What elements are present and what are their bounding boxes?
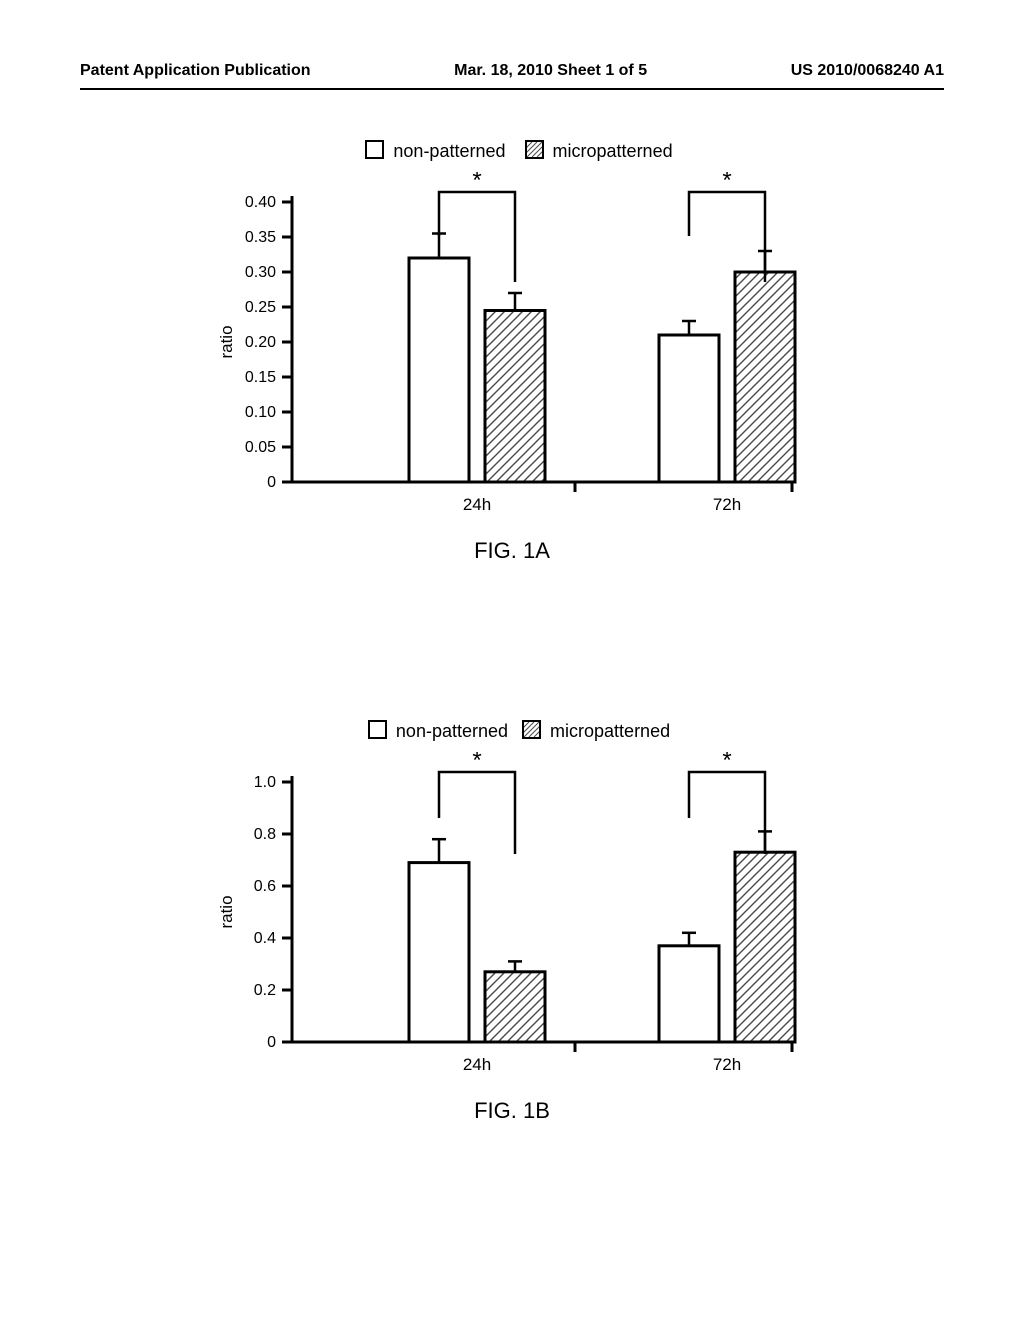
- svg-text:0.30: 0.30: [245, 264, 276, 281]
- svg-text:24h: 24h: [463, 495, 491, 514]
- svg-text:0.4: 0.4: [254, 930, 276, 947]
- svg-text:0.40: 0.40: [245, 194, 276, 211]
- svg-text:24h: 24h: [463, 1055, 491, 1074]
- legend-swatch-plain: [368, 720, 387, 739]
- svg-text:0.6: 0.6: [254, 878, 276, 895]
- bar: [409, 258, 469, 482]
- svg-text:0.20: 0.20: [245, 334, 276, 351]
- chart-svg: 0 0.05 0.10 0.15 0.20 0.25 0.30 0.35 0.40 ratio 24…: [212, 172, 812, 532]
- bar: [735, 272, 795, 482]
- svg-text:*: *: [472, 172, 481, 194]
- svg-text:0.10: 0.10: [245, 404, 276, 421]
- legend-swatch-hatched: [522, 720, 541, 739]
- svg-text:1.0: 1.0: [254, 774, 276, 791]
- svg-text:0.05: 0.05: [245, 439, 276, 456]
- svg-text:*: *: [722, 172, 731, 194]
- chart-a: 0 0.05 0.10 0.15 0.20 0.25 0.30 0.35 0.40 ratio 24…: [212, 172, 812, 532]
- legend-a: non-patterned micropatterned: [0, 140, 1024, 162]
- page: Patent Application Publication Mar. 18, …: [0, 0, 1024, 1320]
- svg-text:0: 0: [267, 474, 276, 491]
- svg-text:*: *: [722, 752, 731, 774]
- bar: [735, 852, 795, 1042]
- svg-text:0.15: 0.15: [245, 369, 276, 386]
- bar: [659, 335, 719, 482]
- chart-svg: 0 0.2 0.4 0.6 0.8 1.0 ratio 24h * 72h *: [212, 752, 812, 1092]
- svg-text:0.8: 0.8: [254, 826, 276, 843]
- legend-b: non-patterned micropatterned: [0, 720, 1024, 742]
- figure-caption-b: FIG. 1B: [0, 1098, 1024, 1124]
- bar: [409, 863, 469, 1042]
- bar: [485, 311, 545, 483]
- figure-caption-a: FIG. 1A: [0, 538, 1024, 564]
- header-rule: [80, 88, 944, 90]
- bar: [485, 972, 545, 1042]
- svg-text:*: *: [472, 752, 481, 774]
- svg-text:ratio: ratio: [217, 895, 236, 928]
- header-center: Mar. 18, 2010 Sheet 1 of 5: [454, 62, 647, 80]
- header-right: US 2010/0068240 A1: [791, 62, 944, 80]
- chart-b: 0 0.2 0.4 0.6 0.8 1.0 ratio 24h * 72h *: [212, 752, 812, 1092]
- svg-text:0.2: 0.2: [254, 982, 276, 999]
- svg-text:0: 0: [267, 1034, 276, 1051]
- page-header: Patent Application Publication Mar. 18, …: [0, 62, 1024, 86]
- header-left: Patent Application Publication: [80, 62, 311, 80]
- svg-text:0.35: 0.35: [245, 229, 276, 246]
- figure-1a: non-patterned micropatterned 0 0.05 0.10 0.…: [0, 140, 1024, 564]
- svg-text:0.25: 0.25: [245, 299, 276, 316]
- svg-text:ratio: ratio: [217, 325, 236, 358]
- svg-text:72h: 72h: [713, 495, 741, 514]
- legend-label-nonpatterned: non-patterned: [396, 721, 508, 741]
- legend-label-nonpatterned: non-patterned: [393, 141, 505, 161]
- svg-text:72h: 72h: [713, 1055, 741, 1074]
- legend-label-micropatterned: micropatterned: [553, 141, 673, 161]
- legend-label-micropatterned: micropatterned: [550, 721, 670, 741]
- legend-swatch-plain: [365, 140, 384, 159]
- bar: [659, 946, 719, 1042]
- figure-1b: non-patterned micropatterned 00.20.40.60…: [0, 720, 1024, 1124]
- legend-swatch-hatched: [525, 140, 544, 159]
